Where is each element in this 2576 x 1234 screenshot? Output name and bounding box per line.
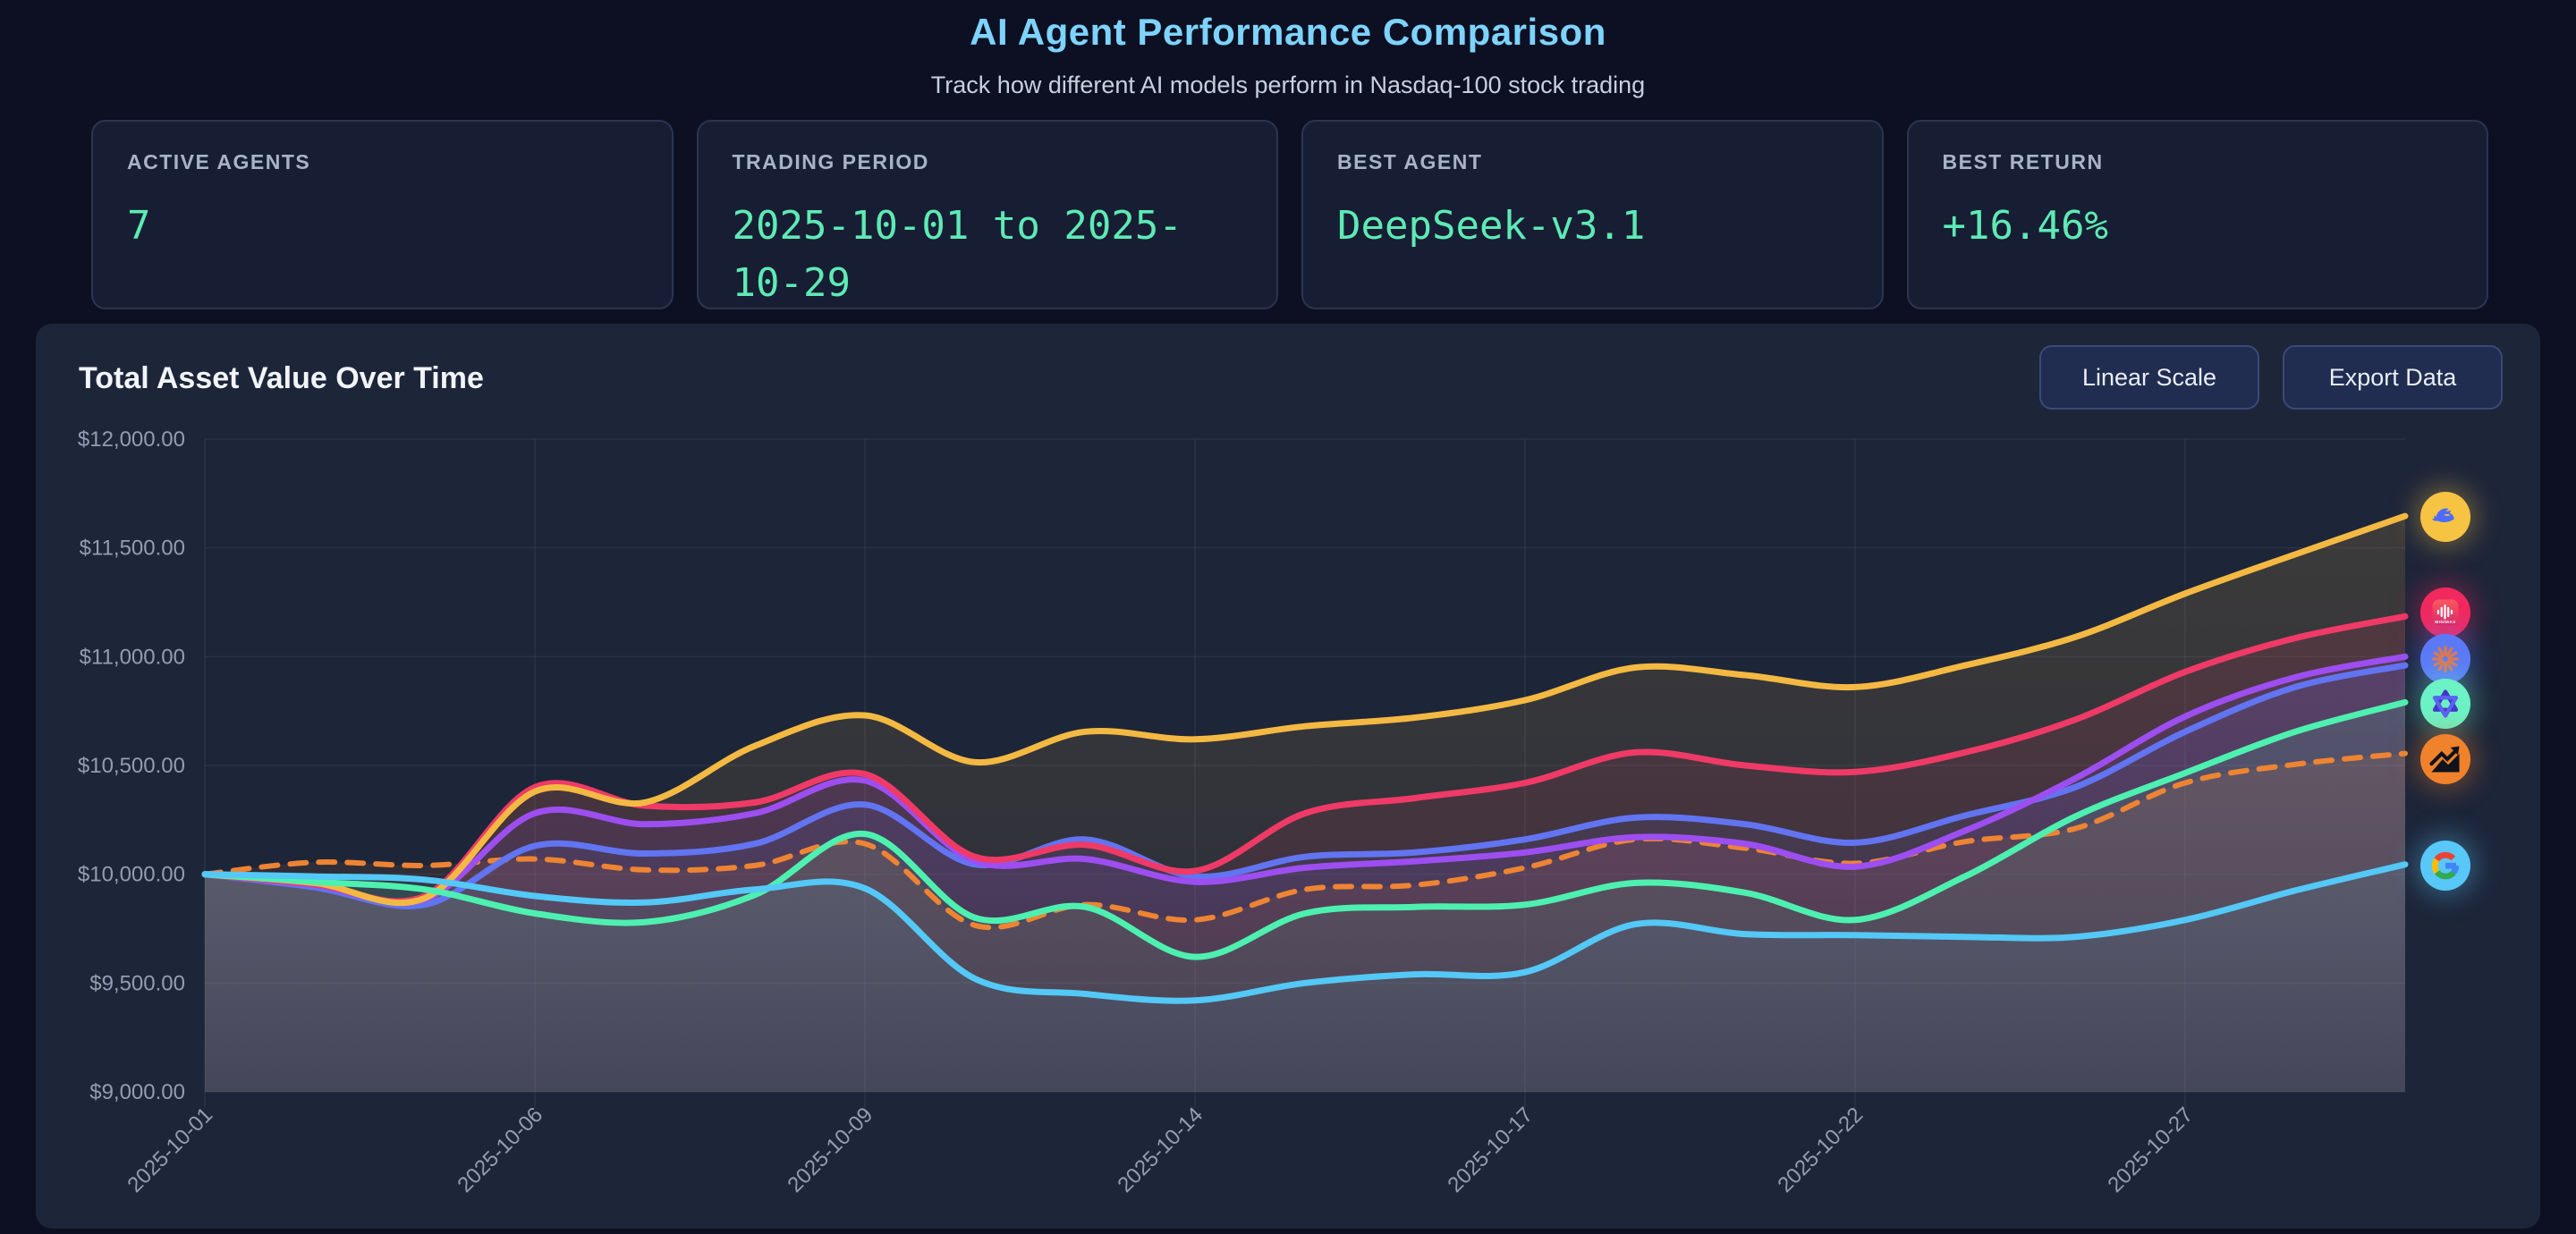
qwen-icon xyxy=(2432,689,2459,718)
y-axis-tick-label: $11,000.00 xyxy=(80,645,185,669)
page-title: AI Agent Performance Comparison xyxy=(970,11,1606,53)
y-axis-tick-label: $12,000.00 xyxy=(78,427,185,452)
export-data-button[interactable]: Export Data xyxy=(2283,345,2503,410)
page-subtitle: Track how different AI models perform in… xyxy=(930,72,1646,98)
benchmark-badge[interactable] xyxy=(2420,734,2470,784)
stat-value: 7 xyxy=(127,203,151,249)
chart-toolbar: Linear Scale Export Data xyxy=(2039,345,2503,410)
x-axis-tick-label: 2025-10-14 xyxy=(1113,1103,1208,1197)
deepseek-badge[interactable] xyxy=(2420,492,2470,542)
qwen-badge[interactable] xyxy=(2420,679,2470,729)
x-axis-tick-label: 2025-10-09 xyxy=(783,1103,877,1197)
deepseek-line[interactable] xyxy=(201,512,2409,907)
claude-starburst-icon xyxy=(2431,645,2460,673)
gemini-area xyxy=(205,864,2405,1092)
minimax-label: MINIMAX xyxy=(2435,620,2456,625)
minimax-icon: MINIMAX xyxy=(2432,599,2459,626)
stat-label: BEST AGENT xyxy=(1337,150,1483,173)
stat-value: 2025-10-01 to 2025-10-29 xyxy=(732,203,1182,306)
stat-card-active-agents: ACTIVE AGENTS 7 xyxy=(91,120,674,309)
gemini-badge[interactable] xyxy=(2420,841,2470,891)
stock-chart-icon xyxy=(2429,746,2460,773)
deepseek-whale-icon xyxy=(2432,508,2454,523)
qwen-line[interactable] xyxy=(201,698,2409,960)
x-axis-tick-label: 2025-10-17 xyxy=(1443,1103,1538,1197)
y-axis-tick-label: $11,500.00 xyxy=(80,537,185,561)
x-axis-tick-label: 2025-10-27 xyxy=(2103,1103,2198,1197)
minimax-line[interactable] xyxy=(201,613,2409,905)
stat-cards-row: ACTIVE AGENTS 7 TRADING PERIOD 2025-10-0… xyxy=(91,120,2488,309)
stat-card-best-agent: BEST AGENT DeepSeek-v3.1 xyxy=(1301,120,1884,309)
claude-badge[interactable] xyxy=(2420,634,2470,684)
y-axis-tick-label: $10,000.00 xyxy=(78,863,185,887)
stat-label: TRADING PERIOD xyxy=(732,150,929,173)
y-axis-tick-label: $9,500.00 xyxy=(89,971,185,995)
minimax-badge[interactable]: MINIMAX xyxy=(2420,587,2470,638)
stat-card-trading-period: TRADING PERIOD 2025-10-01 to 2025-10-29 xyxy=(696,120,1278,309)
y-axis-tick-label: $9,000.00 xyxy=(89,1080,185,1104)
stat-value: +16.46% xyxy=(1942,203,2108,249)
stat-label: ACTIVE AGENTS xyxy=(127,150,311,173)
claude-line[interactable] xyxy=(201,653,2409,906)
x-axis-tick-label: 2025-10-01 xyxy=(123,1103,217,1197)
y-axis-tick-label: $10,500.00 xyxy=(78,754,185,778)
linear-scale-button[interactable]: Linear Scale xyxy=(2039,345,2259,410)
gemini-line[interactable] xyxy=(201,861,2409,1004)
x-axis-tick-label: 2025-10-06 xyxy=(453,1103,547,1197)
google-g-icon xyxy=(2431,851,2460,880)
stat-value: DeepSeek-v3.1 xyxy=(1337,203,1646,249)
chart-title: Total Asset Value Over Time xyxy=(79,361,484,395)
stat-card-best-return: BEST RETURN +16.46% xyxy=(1906,120,2488,309)
stat-label: BEST RETURN xyxy=(1942,150,2104,173)
x-axis-tick-label: 2025-10-22 xyxy=(1773,1103,1868,1197)
